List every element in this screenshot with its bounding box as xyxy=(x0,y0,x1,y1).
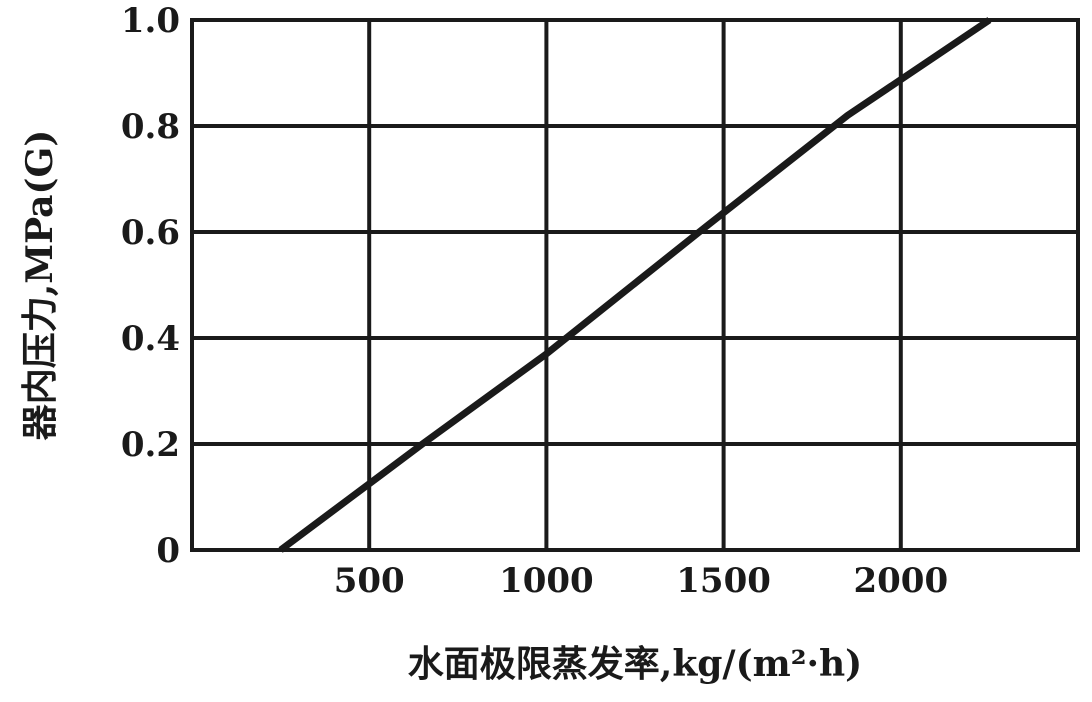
x-tick-label-2: 1500 xyxy=(676,561,771,601)
y-axis-title: 器内压力,MPa(G) xyxy=(19,130,61,441)
x-axis-title: 水面极限蒸发率,kg/(m²·h) xyxy=(408,643,862,685)
y-tick-label-1: 0.2 xyxy=(121,425,180,465)
x-tick-label-0: 500 xyxy=(334,561,405,601)
y-tick-label-0: 0 xyxy=(156,531,180,571)
y-tick-label-5: 1.0 xyxy=(121,1,180,41)
y-tick-label-2: 0.4 xyxy=(121,319,180,359)
series-layer xyxy=(278,17,992,553)
x-tick-labels: 500 1000 1500 2000 xyxy=(334,561,948,601)
y-tick-label-4: 0.8 xyxy=(121,107,180,147)
y-tick-labels: 0 0.2 0.4 0.6 0.8 1.0 xyxy=(121,1,180,571)
x-tick-label-3: 2000 xyxy=(853,561,948,601)
series-line-0 xyxy=(278,17,992,553)
x-tick-label-1: 1000 xyxy=(499,561,594,601)
plot-frame xyxy=(190,18,1080,552)
y-tick-label-3: 0.6 xyxy=(121,213,180,253)
